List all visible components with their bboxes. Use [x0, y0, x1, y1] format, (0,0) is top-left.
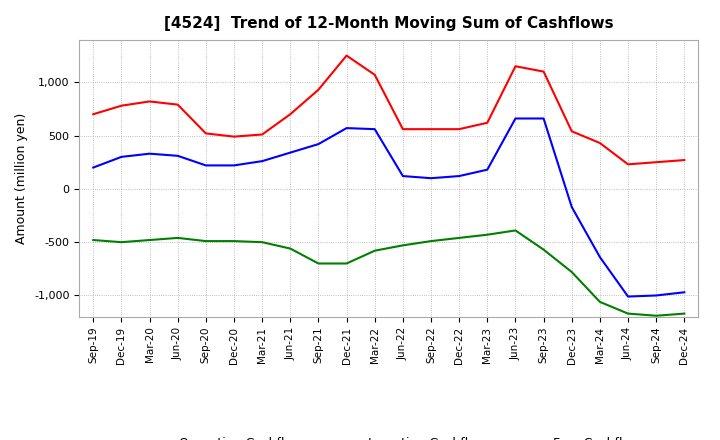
Free Cashflow [511, 116, 520, 121]
Free Cashflow [624, 294, 632, 299]
Free Cashflow [427, 176, 436, 181]
Free Cashflow [539, 116, 548, 121]
Investing Cashflow [342, 261, 351, 266]
Operating Cashflow [483, 120, 492, 125]
Operating Cashflow [314, 87, 323, 92]
Free Cashflow [370, 127, 379, 132]
Free Cashflow [652, 293, 660, 298]
Title: [4524]  Trend of 12-Month Moving Sum of Cashflows: [4524] Trend of 12-Month Moving Sum of C… [164, 16, 613, 32]
Operating Cashflow [230, 134, 238, 139]
Line: Investing Cashflow: Investing Cashflow [94, 231, 684, 316]
Y-axis label: Amount (million yen): Amount (million yen) [15, 113, 28, 244]
Free Cashflow [117, 154, 126, 160]
Operating Cashflow [370, 72, 379, 77]
Free Cashflow [286, 150, 294, 155]
Operating Cashflow [202, 131, 210, 136]
Legend: Operating Cashflow, Investing Cashflow, Free Cashflow: Operating Cashflow, Investing Cashflow, … [132, 432, 645, 440]
Operating Cashflow [595, 140, 604, 146]
Investing Cashflow [230, 238, 238, 244]
Free Cashflow [89, 165, 98, 170]
Free Cashflow [342, 125, 351, 131]
Free Cashflow [258, 158, 266, 164]
Investing Cashflow [567, 269, 576, 275]
Line: Operating Cashflow: Operating Cashflow [94, 55, 684, 164]
Operating Cashflow [455, 127, 464, 132]
Free Cashflow [595, 254, 604, 260]
Operating Cashflow [624, 161, 632, 167]
Free Cashflow [202, 163, 210, 168]
Operating Cashflow [427, 127, 436, 132]
Operating Cashflow [680, 158, 688, 163]
Operating Cashflow [89, 112, 98, 117]
Investing Cashflow [258, 239, 266, 245]
Free Cashflow [483, 167, 492, 172]
Free Cashflow [399, 173, 408, 179]
Free Cashflow [680, 290, 688, 295]
Investing Cashflow [455, 235, 464, 241]
Investing Cashflow [174, 235, 182, 241]
Investing Cashflow [595, 299, 604, 304]
Operating Cashflow [539, 69, 548, 74]
Free Cashflow [314, 141, 323, 147]
Free Cashflow [230, 163, 238, 168]
Investing Cashflow [427, 238, 436, 244]
Investing Cashflow [286, 246, 294, 251]
Operating Cashflow [399, 127, 408, 132]
Free Cashflow [174, 153, 182, 158]
Operating Cashflow [174, 102, 182, 107]
Operating Cashflow [567, 128, 576, 134]
Free Cashflow [455, 173, 464, 179]
Investing Cashflow [511, 228, 520, 233]
Investing Cashflow [539, 247, 548, 252]
Investing Cashflow [117, 239, 126, 245]
Investing Cashflow [652, 313, 660, 319]
Free Cashflow [145, 151, 154, 156]
Operating Cashflow [145, 99, 154, 104]
Investing Cashflow [624, 311, 632, 316]
Line: Free Cashflow: Free Cashflow [94, 118, 684, 297]
Investing Cashflow [370, 248, 379, 253]
Operating Cashflow [342, 53, 351, 58]
Investing Cashflow [202, 238, 210, 244]
Investing Cashflow [483, 232, 492, 237]
Investing Cashflow [89, 238, 98, 243]
Operating Cashflow [258, 132, 266, 137]
Investing Cashflow [680, 311, 688, 316]
Investing Cashflow [145, 238, 154, 243]
Operating Cashflow [117, 103, 126, 108]
Operating Cashflow [652, 160, 660, 165]
Operating Cashflow [511, 64, 520, 69]
Investing Cashflow [314, 261, 323, 266]
Operating Cashflow [286, 112, 294, 117]
Free Cashflow [567, 204, 576, 209]
Investing Cashflow [399, 243, 408, 248]
